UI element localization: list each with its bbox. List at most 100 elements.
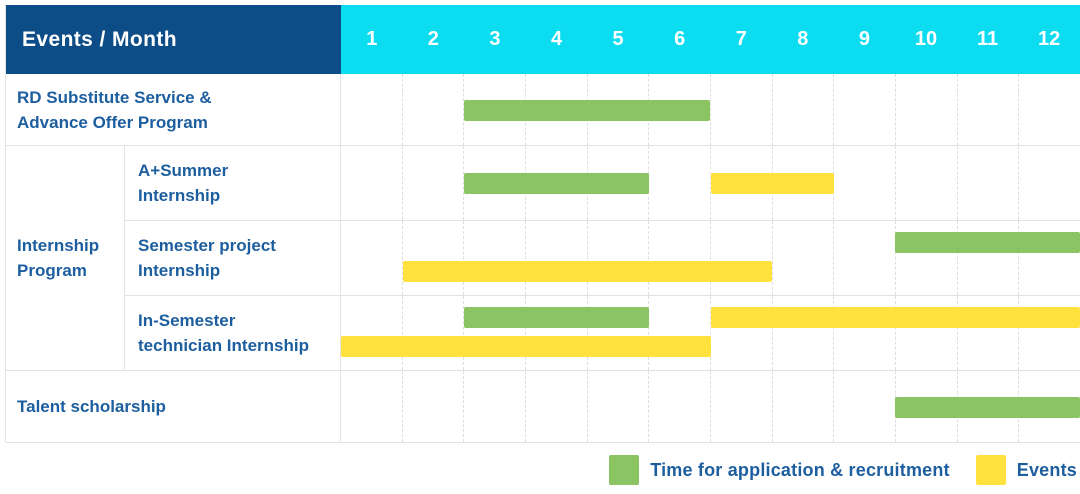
- month-gridline-column: [895, 296, 957, 370]
- gantt-bar-recruitment: [464, 99, 711, 121]
- row-label-line: Talent scholarship: [17, 397, 166, 416]
- month-label: 3: [489, 28, 501, 50]
- month-gridline-column: [895, 74, 957, 145]
- legend-label: Events: [1016, 459, 1077, 480]
- chart-cell: [341, 221, 1080, 295]
- month-gridline-column: [401, 296, 464, 370]
- month-gridline-column: [586, 371, 649, 442]
- month-gridline-column: [833, 296, 895, 370]
- legend-item-recruitment: Time for application & recruitment: [609, 455, 950, 485]
- month-label: 11: [976, 28, 999, 50]
- month-gridlines: [341, 296, 1080, 370]
- month-gridline-column: [710, 371, 772, 442]
- legend-swatch-events: [975, 455, 1006, 485]
- table-row-in-semester-technician-internship: In-Semester technician Internship: [125, 296, 1080, 370]
- gantt-bar-recruitment: [895, 232, 1080, 253]
- month-gridline-column: [401, 146, 464, 220]
- group-rows: A+Summer Internship Semester project Intern…: [125, 146, 1080, 370]
- month-gridline-column: [341, 74, 402, 145]
- legend-label: Time for application & recruitment: [650, 459, 950, 480]
- month-gridline-column: [1018, 146, 1080, 220]
- month-gridline-column: [341, 221, 402, 295]
- month-gridline-column: [341, 296, 402, 370]
- group-label-internship-program: Internship Program: [6, 146, 125, 370]
- table-header-row: Events / Month 1 2 3 4 5 6 7 8 9 10 11 12: [6, 5, 1080, 74]
- table-row-semester-project-internship: Semester project Internship: [125, 221, 1080, 296]
- gantt-bar-recruitment: [895, 396, 1080, 418]
- month-gridline-column: [710, 296, 772, 370]
- chart-cell: [341, 146, 1080, 220]
- month-label: 1: [366, 28, 378, 50]
- gantt-bar-events: [341, 336, 711, 357]
- group-label-line: Internship: [17, 236, 100, 255]
- row-label-line: RD Substitute Service &: [17, 87, 212, 107]
- month-gridline-column: [586, 296, 649, 370]
- month-gridline-column: [341, 371, 402, 442]
- page-title: Events / Month: [22, 27, 177, 51]
- month-gridline-column: [895, 221, 957, 295]
- month-gridline-column: [648, 296, 710, 370]
- month-label: 8: [797, 28, 809, 50]
- month-gridline-column: [401, 371, 464, 442]
- gantt-bar-recruitment: [464, 307, 649, 328]
- month-gridline-column: [341, 146, 402, 220]
- month-gridline-column: [648, 371, 710, 442]
- row-label-a-plus-summer-internship: A+Summer Internship: [125, 146, 341, 220]
- month-gridline-column: [463, 74, 525, 145]
- table-row-rd-substitute-advance-offer: RD Substitute Service & Advance Offer Pro…: [6, 74, 1080, 146]
- month-gridline-column: [463, 221, 525, 295]
- month-label: 10: [914, 28, 938, 50]
- month-gridline-column: [1018, 221, 1080, 295]
- row-label-line: A+Summer: [138, 161, 229, 180]
- gantt-bar-events: [710, 307, 1080, 328]
- table-row-a-plus-summer-internship: A+Summer Internship: [125, 146, 1080, 221]
- gantt-bar-events: [710, 173, 834, 194]
- month-gridline-column: [463, 296, 525, 370]
- month-label: 2: [427, 28, 439, 50]
- month-label: 7: [735, 28, 747, 50]
- chart-cell: [341, 74, 1080, 145]
- legend-item-events: Events: [975, 455, 1077, 485]
- legend: Time for application & recruitment Events: [609, 453, 1077, 487]
- month-gridline-column: [956, 74, 1019, 145]
- month-gridline-column: [648, 146, 710, 220]
- month-gridline-column: [833, 74, 895, 145]
- events-by-month-table: Events / Month 1 2 3 4 5 6 7 8 9 10 11 12 RD Substi…: [5, 5, 1080, 443]
- row-label-semester-project-internship: Semester project Internship: [125, 221, 341, 295]
- row-label-in-semester-technician-internship: In-Semester technician Internship: [125, 296, 341, 370]
- month-gridline-column: [771, 296, 834, 370]
- month-header: 1 2 3 4 5 6 7 8 9 10 11 12: [341, 5, 1080, 74]
- month-gridline-column: [525, 296, 587, 370]
- row-label-line: Semester project: [138, 236, 276, 255]
- month-gridline-column: [463, 146, 525, 220]
- month-gridline-column: [525, 371, 587, 442]
- month-gridline-column: [771, 371, 834, 442]
- table-body: RD Substitute Service & Advance Offer Pro…: [6, 74, 1080, 443]
- group-section-internship-program: Internship Program A+Summer Internship Semes…: [6, 146, 1080, 371]
- legend-swatch-recruitment: [609, 455, 640, 485]
- month-gridline-column: [956, 221, 1019, 295]
- month-gridline-column: [525, 221, 587, 295]
- month-gridline-column: [1018, 74, 1080, 145]
- month-gridline-column: [833, 146, 895, 220]
- month-gridline-column: [401, 221, 464, 295]
- month-label: 4: [550, 28, 563, 50]
- month-gridline-column: [833, 221, 895, 295]
- month-gridline-column: [710, 74, 772, 145]
- row-label-line: In-Semester: [138, 311, 236, 330]
- month-label: 12: [1038, 28, 1061, 50]
- row-label-line: Internship: [138, 186, 221, 205]
- month-gridlines: [341, 74, 1080, 145]
- row-label-talent-scholarship: Talent scholarship: [6, 371, 341, 442]
- chart-cell: [341, 371, 1080, 442]
- month-gridlines: [341, 221, 1080, 295]
- row-label-rd-substitute-advance-offer: RD Substitute Service & Advance Offer Pro…: [6, 74, 341, 145]
- month-gridline-column: [956, 296, 1019, 370]
- month-gridline-column: [586, 221, 649, 295]
- row-label-line: Advance Offer Program: [17, 112, 208, 132]
- month-gridline-column: [771, 74, 834, 145]
- table-row-talent-scholarship: Talent scholarship: [6, 371, 1080, 443]
- month-gridline-column: [648, 221, 710, 295]
- month-gridline-column: [1018, 296, 1080, 370]
